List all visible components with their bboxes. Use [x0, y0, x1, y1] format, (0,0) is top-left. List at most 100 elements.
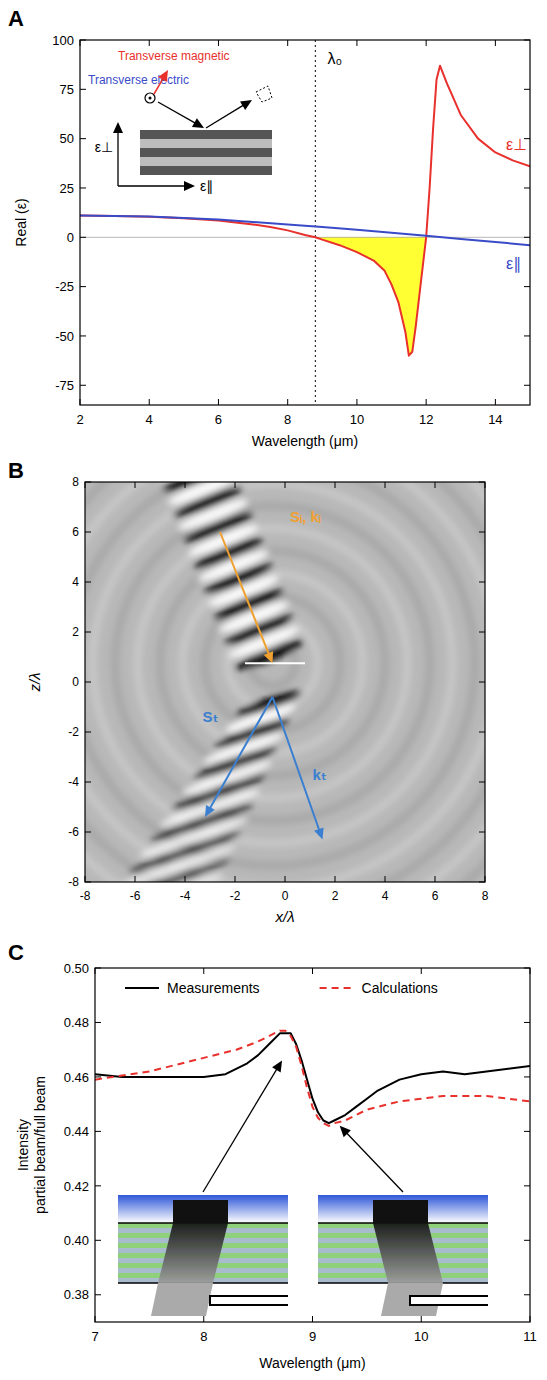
- y-tick: [95, 1076, 101, 1077]
- lambda0-label: λ₀: [327, 50, 342, 67]
- inset-beam: [373, 1223, 443, 1283]
- arrow-head: [264, 651, 273, 663]
- x-tick: [530, 1316, 531, 1322]
- x-tick: [203, 968, 204, 974]
- y-tick: [524, 237, 530, 238]
- plot-frame: [85, 482, 485, 882]
- arrow-head: [314, 827, 323, 839]
- x-tick-label: 10: [414, 1329, 428, 1344]
- incident-wavefront: [161, 482, 235, 496]
- y-tick-label: 0: [67, 230, 74, 245]
- y-tick: [479, 832, 485, 833]
- y-tick-label: 6: [72, 525, 79, 539]
- arrow-shaft: [203, 1068, 277, 1192]
- y-tick: [524, 89, 530, 90]
- beam-inset: [318, 1195, 488, 1316]
- inset-layer: [140, 166, 272, 175]
- inset-medium: [318, 1195, 488, 1223]
- x-tick: [312, 968, 313, 974]
- scattered-wave: [85, 482, 485, 882]
- arrow-shaft: [118, 185, 186, 186]
- y-tick: [524, 1076, 530, 1077]
- arrow-shaft: [346, 1132, 403, 1192]
- arrow-head: [158, 70, 168, 82]
- y-tick-label: 0.44: [64, 1124, 89, 1139]
- y-tick: [85, 782, 91, 783]
- inset-layer: [140, 130, 272, 139]
- inset-beam: [373, 1200, 428, 1223]
- y-tick-label: 4: [72, 575, 79, 589]
- scattered-wave: [160, 551, 385, 776]
- x-tick-label: 12: [419, 412, 433, 427]
- detector: [256, 86, 272, 102]
- x-tick: [85, 482, 86, 488]
- x-tick: [95, 968, 96, 974]
- inset-beam: [151, 1283, 213, 1316]
- inset-layer: [140, 157, 272, 166]
- arrow-head: [272, 1060, 282, 1072]
- x-tick: [421, 968, 422, 974]
- arrow-shaft: [158, 102, 196, 124]
- field-map: [85, 482, 485, 882]
- scattered-wave: [85, 482, 485, 882]
- pointers: [203, 1060, 403, 1192]
- y-tick: [85, 882, 91, 883]
- y-tick-label: 0.42: [64, 1179, 89, 1194]
- arrow-shaft: [273, 697, 320, 831]
- x-tick: [530, 968, 531, 974]
- x-tick: [287, 399, 288, 405]
- series-label: ε⊥: [506, 136, 527, 153]
- x-tick: [135, 876, 136, 882]
- y-tick: [80, 40, 86, 41]
- beam-inset: [118, 1195, 288, 1316]
- x-tick: [485, 482, 486, 488]
- arrow-shaft: [206, 105, 244, 128]
- arrow-head: [240, 100, 252, 110]
- y-tick: [479, 482, 485, 483]
- scattered-wave: [85, 482, 475, 866]
- legend-label: Measurements: [167, 980, 260, 996]
- arrow-shaft: [154, 78, 163, 94]
- y-tick: [524, 385, 530, 386]
- x-tick-label: -8: [80, 889, 91, 903]
- arrow-head: [113, 122, 123, 133]
- x-tick-label: 7: [91, 1329, 98, 1344]
- x-tick: [426, 40, 427, 46]
- x-tick: [285, 876, 286, 882]
- inset-beam: [173, 1200, 228, 1223]
- series-line: [95, 1031, 530, 1126]
- y-tick-label: 0.50: [64, 961, 89, 976]
- y-tick-label: 75: [60, 82, 74, 97]
- series-line: [80, 216, 530, 246]
- y-tick-label: 2: [72, 625, 79, 639]
- legend: MeasurementsCalculations: [125, 980, 438, 996]
- y-tick: [80, 335, 86, 336]
- legend-swatch: [320, 987, 354, 989]
- x-tick: [335, 482, 336, 488]
- x-tick: [135, 482, 136, 488]
- inset-label: Transverse magnetic: [118, 49, 230, 63]
- panel-letter: A: [8, 6, 24, 31]
- inset-label: Transverse electric: [88, 73, 189, 87]
- scattered-wave: [115, 506, 430, 821]
- y-tick: [80, 138, 86, 139]
- zero-line: [80, 237, 530, 238]
- panel-letter: C: [8, 940, 24, 965]
- te-symbol-dot: [149, 97, 152, 100]
- y-tick: [524, 1185, 530, 1186]
- y-axis-title: partial beam/full beam: [32, 1076, 48, 1214]
- x-tick: [80, 40, 81, 46]
- x-tick: [185, 876, 186, 882]
- x-tick-label: -4: [180, 889, 191, 903]
- x-tick-label: 9: [309, 1329, 316, 1344]
- y-tick: [479, 682, 485, 683]
- panel-letter: B: [8, 458, 24, 483]
- arrow-head: [205, 805, 215, 817]
- x-axis-title: x/λ: [274, 908, 294, 925]
- x-tick-label: -6: [130, 889, 141, 903]
- arrow-shaft: [220, 532, 269, 655]
- x-tick: [495, 399, 496, 405]
- x-axis-title: Wavelength (μm): [252, 433, 358, 449]
- x-tick: [80, 399, 81, 405]
- arrow-head: [184, 181, 195, 191]
